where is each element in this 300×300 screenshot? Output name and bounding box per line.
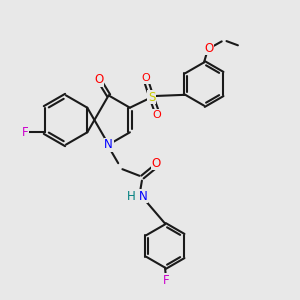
Text: O: O [94,73,103,86]
Text: H: H [127,190,136,203]
Text: O: O [142,73,151,83]
Text: O: O [152,157,160,170]
Text: O: O [152,110,161,120]
Text: F: F [163,274,170,287]
Text: N: N [104,138,113,151]
Text: N: N [139,190,148,203]
Text: O: O [204,41,213,55]
Text: S: S [148,91,155,104]
Text: F: F [22,126,28,139]
